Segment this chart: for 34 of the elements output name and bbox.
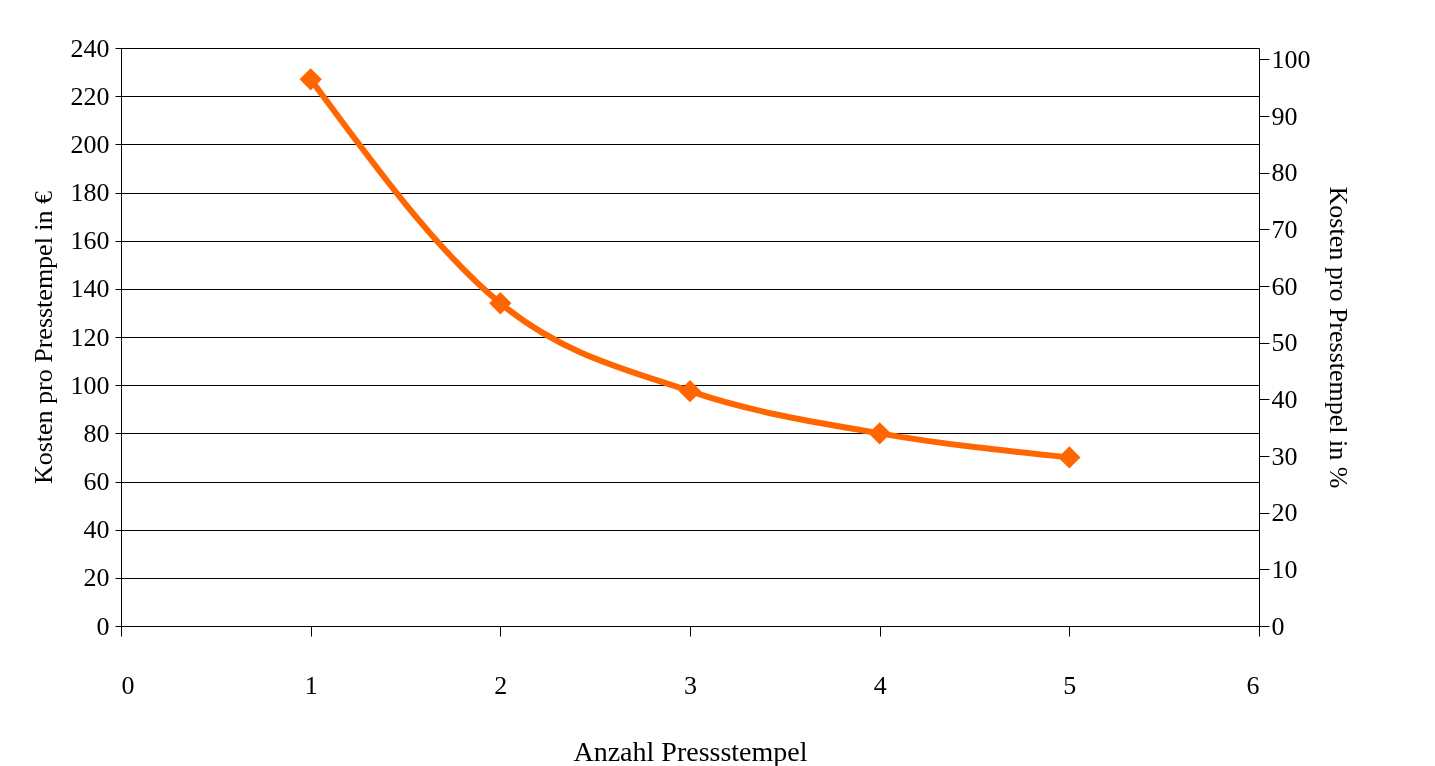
- x-tick-label: 2: [494, 670, 508, 700]
- y-tick-label: 40: [83, 515, 110, 545]
- y-tick-label: 200: [70, 129, 110, 159]
- y-tick-label: 180: [70, 178, 110, 207]
- y2-tick-label: 80: [1271, 158, 1298, 188]
- y-tick-label: 0: [96, 611, 110, 641]
- y2-tick-label: 90: [1271, 101, 1298, 131]
- y-tick-label: 20: [83, 563, 110, 593]
- y-axis-title: Kosten pro Presstempel in €: [28, 190, 58, 485]
- x-tick-label: 4: [873, 670, 887, 700]
- x-tick-label: 0: [121, 670, 135, 700]
- x-tick-label: 5: [1063, 670, 1077, 700]
- y2-tick-label: 10: [1271, 554, 1298, 584]
- y-tick-label: 120: [70, 322, 110, 352]
- y-tick-label: 220: [70, 81, 110, 111]
- y-tick-label: 80: [83, 418, 110, 448]
- y-tick-label: 100: [70, 370, 110, 400]
- y2-tick-label: 20: [1271, 498, 1298, 528]
- y2-tick-label: 0: [1271, 611, 1285, 641]
- x-tick-label: 6: [1246, 670, 1260, 700]
- y2-axis-title: Kosten pro Presstempel in %: [1323, 186, 1353, 489]
- x-axis-title: Anzahl Pressstempel: [573, 735, 808, 766]
- y-tick-label: 140: [70, 274, 110, 304]
- y-tick-label: 240: [70, 33, 110, 63]
- x-tick-label: 3: [684, 670, 697, 700]
- x-tick-label: 1: [304, 670, 318, 700]
- y-tick-label: 60: [83, 467, 110, 496]
- y2-tick-label: 60: [1271, 271, 1298, 301]
- y2-tick-label: 70: [1271, 214, 1298, 244]
- y2-tick-label: 40: [1271, 384, 1298, 414]
- y2-tick-label: 100: [1271, 44, 1311, 74]
- y2-tick-label: 50: [1271, 328, 1298, 358]
- y-tick-label: 160: [70, 226, 110, 256]
- y2-tick-label: 30: [1271, 441, 1298, 471]
